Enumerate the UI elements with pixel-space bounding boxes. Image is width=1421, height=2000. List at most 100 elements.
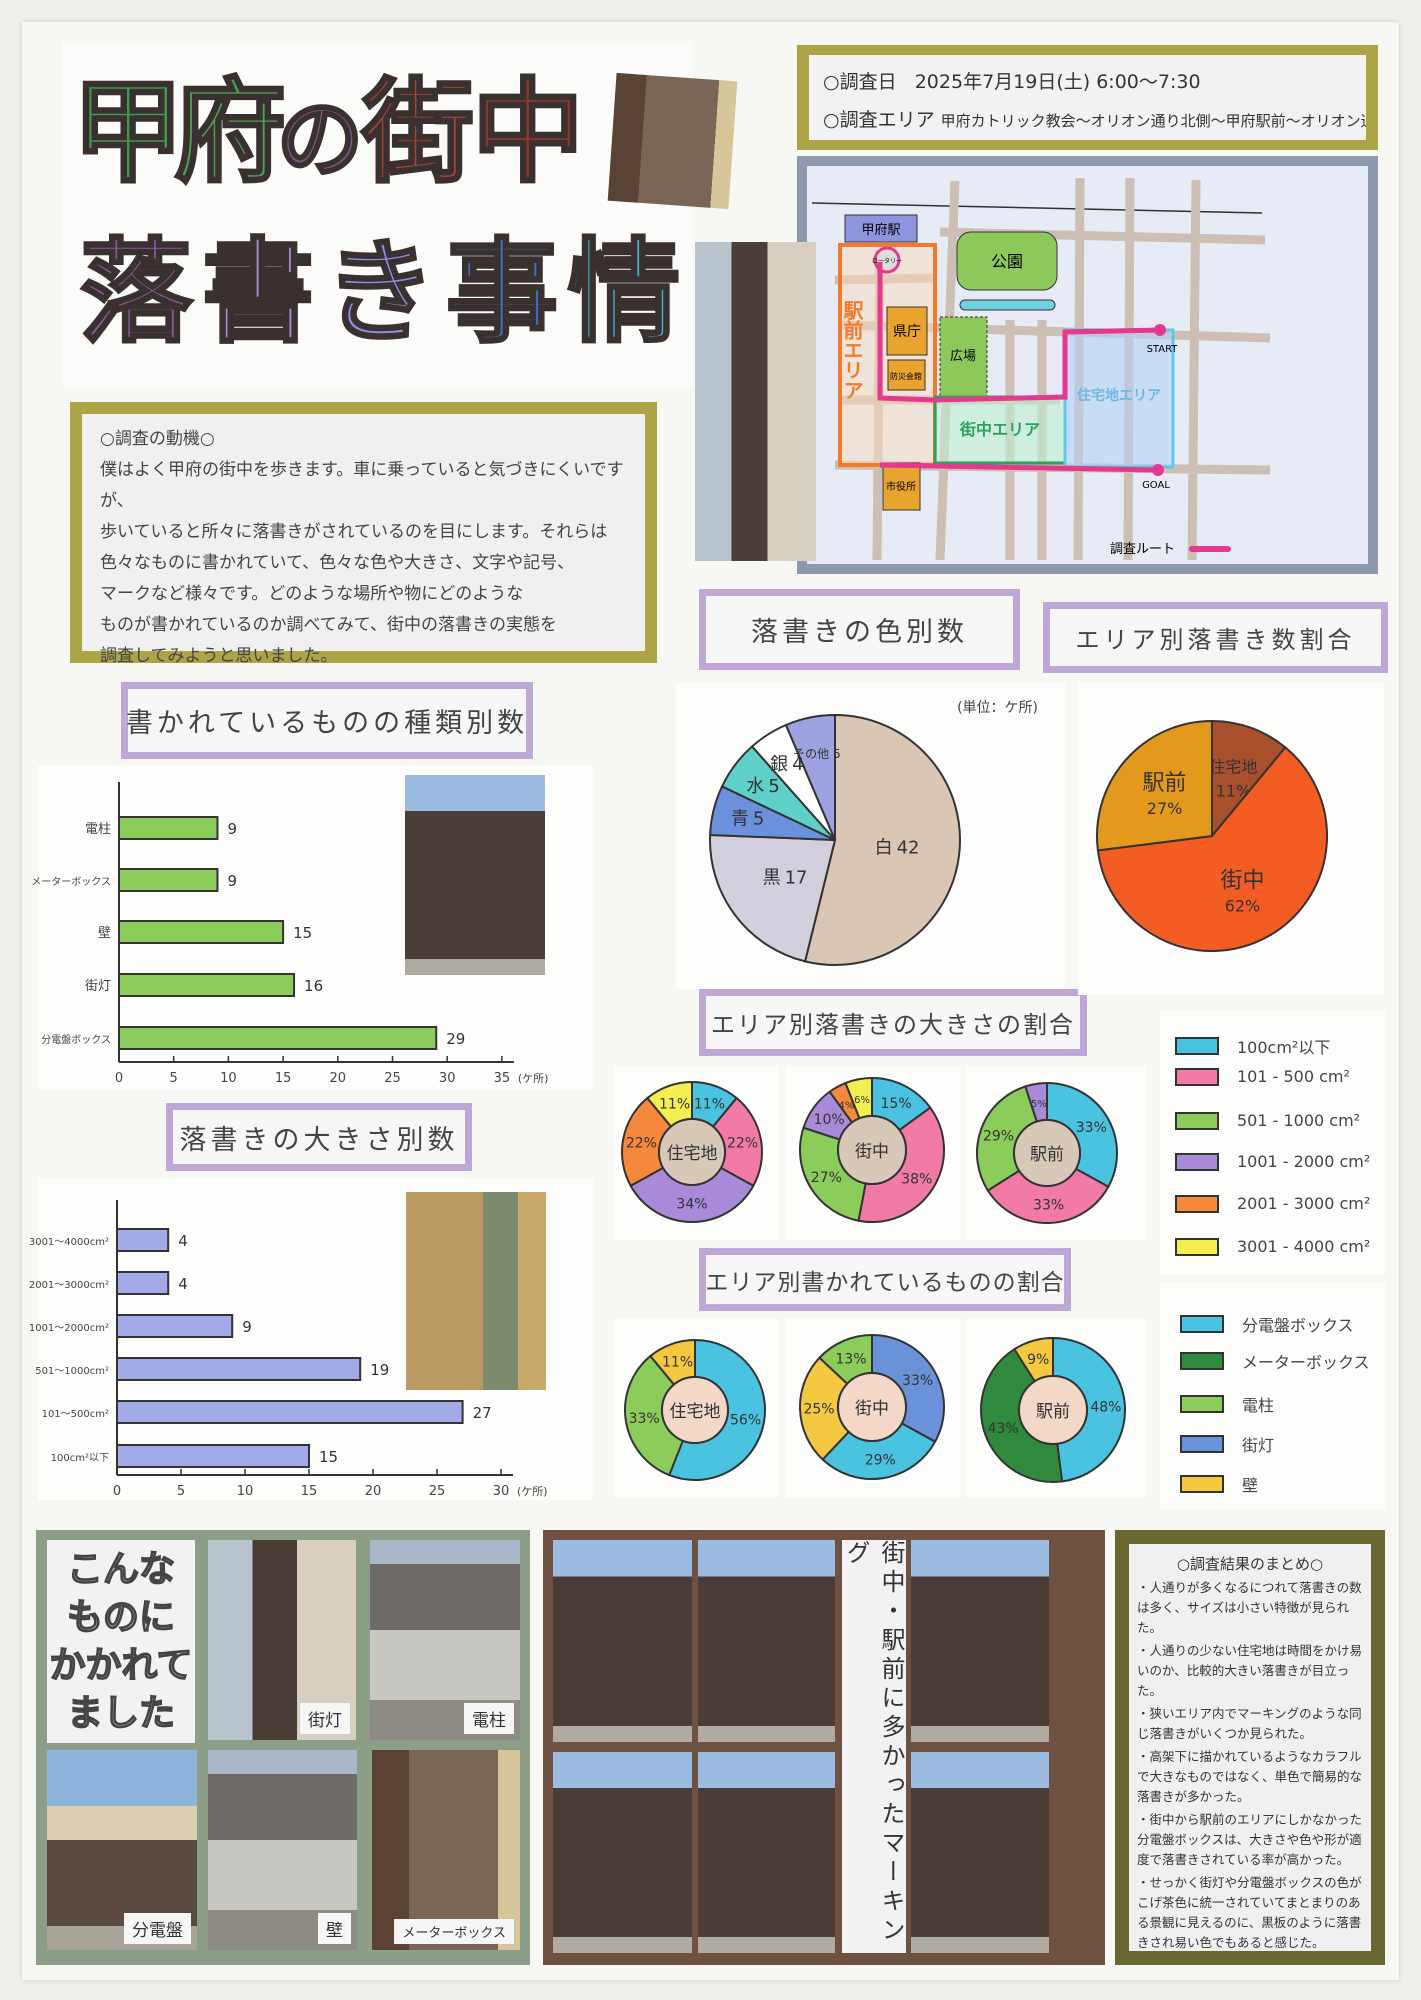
slice-value: 62 <box>1225 896 1245 915</box>
slice-unit: % <box>821 1402 834 1418</box>
legend-swatch <box>1180 1315 1224 1333</box>
slice-value-label: 62% <box>1225 896 1261 915</box>
slice-unit: % <box>920 1373 933 1389</box>
legend-item: 電柱 <box>1180 1392 1274 1416</box>
slice-value: 5 <box>833 747 841 761</box>
bar-category-label: 街灯 <box>85 979 111 994</box>
slice-value: 22 <box>626 1135 644 1151</box>
slice-value: 15 <box>880 1096 898 1112</box>
motive-line: 歩いていると所々に落書きがされているのを目にします。それらは <box>100 522 608 542</box>
title-char: 中 <box>471 68 586 198</box>
map-label-plaza: 広場 <box>950 349 976 364</box>
donut-chart-5: 15%38%27%10%4%6%街中 <box>799 1076 945 1223</box>
legend-swatch <box>1180 1395 1224 1413</box>
photo-label: メーターボックス <box>394 1919 514 1944</box>
slice-value: 22 <box>727 1135 745 1151</box>
slice-unit: % <box>845 1101 855 1112</box>
slice-value-label: 15% <box>880 1096 911 1112</box>
slice-value: 11 <box>662 1355 680 1371</box>
slice-unit: % <box>853 1351 866 1367</box>
slice-value: 4 <box>839 1101 845 1112</box>
photo-meter-box: メーターボックス <box>372 1750 520 1950</box>
slice-value: 29 <box>983 1129 1001 1145</box>
slice-value: 11 <box>659 1097 677 1113</box>
slice-unit: % <box>680 1355 693 1371</box>
x-tick-label: 25 <box>429 1484 446 1499</box>
slice-label: その他 5 <box>793 747 841 761</box>
bar-category-label: 101〜500cm² <box>42 1409 109 1420</box>
slice-value-label: 11% <box>659 1097 690 1113</box>
donut-center-label: 住宅地 <box>667 1144 718 1164</box>
donut-center <box>837 1372 907 1442</box>
x-tick-label: 5 <box>170 1071 178 1086</box>
slice-unit: % <box>1245 896 1260 915</box>
slice-value: 11 <box>694 1097 712 1113</box>
slice-value: 33 <box>629 1411 647 1427</box>
photo-researcher-with-pole <box>695 242 816 561</box>
heading-color-count: 落書きの色別数 <box>699 589 1020 670</box>
legend-swatch <box>1175 1237 1219 1256</box>
slice-value: 5 <box>768 776 779 797</box>
donut-chart-6: 33%33%29%5%駅前 <box>976 1081 1118 1224</box>
legend-label: 2001 - 3000 cm² <box>1237 1194 1371 1213</box>
area-value: 甲府カトリック教会〜オリオン通り北側〜甲府駅前〜オリオン通り南側〜金融資料館 <box>940 112 1366 130</box>
legend-item: 1001 - 2000 cm² <box>1175 1152 1370 1171</box>
slice-unit: % <box>712 1097 725 1113</box>
slice-value-label: 27% <box>1147 799 1183 818</box>
slice-unit: % <box>1001 1129 1014 1145</box>
bar-category-label: 100cm²以下 <box>51 1453 109 1464</box>
title-char: 府 <box>173 68 288 198</box>
legend-label: 1001 - 2000 cm² <box>1237 1152 1371 1171</box>
motive-line: 僕はよく甲府の街中を歩きます。車に乗っていると気づきにくいですが、 <box>100 460 624 511</box>
legend-swatch <box>1180 1352 1224 1370</box>
slice-value-label: 29% <box>865 1452 896 1468</box>
slice-unit: % <box>1108 1400 1121 1416</box>
bar-value-label: 9 <box>242 1318 252 1336</box>
bar <box>116 1314 234 1338</box>
bar <box>118 816 219 840</box>
bar-chart-0: 0 5 10 15 20 25 30 35 (ケ所) 9 電柱 9 メーターボックス 15 壁 16 街灯 29 分… <box>31 782 548 1086</box>
slice-name: 住宅地 <box>1209 757 1257 776</box>
x-tick-label: 20 <box>330 1071 347 1086</box>
summary-item: せっかく街灯や分電盤ボックスの色がこげ茶色に統一されていてまとまりのある景観に見… <box>1137 1873 1363 1953</box>
slice-value: 48 <box>1090 1400 1108 1416</box>
map-label-city-hall: 市役所 <box>886 480 916 493</box>
photo-utility-pole: 電柱 <box>370 1540 520 1740</box>
legend-label: 壁 <box>1242 1476 1259 1495</box>
bar-category-label: 2001〜3000cm² <box>29 1280 109 1291</box>
x-unit-label: (ケ所) <box>517 1485 548 1498</box>
slice-name: 水 <box>746 776 764 797</box>
title-char: 情 <box>567 228 682 358</box>
slice-unit: % <box>745 1135 758 1151</box>
heading-text: エリア別落書きの大きさの割合 <box>706 996 1080 1049</box>
photo-marking <box>553 1540 692 1742</box>
slice-value-label: 38% <box>901 1171 932 1187</box>
photo-marking <box>911 1752 1049 1953</box>
bar-category-label: 電柱 <box>85 822 111 837</box>
bar-value-label: 27 <box>473 1404 492 1422</box>
heading-text: 落書きの色別数 <box>706 596 1013 663</box>
station-building <box>844 214 918 243</box>
slice-unit: % <box>919 1171 932 1187</box>
slice-value-label: 5% <box>1031 1099 1047 1110</box>
donut-center-label: 駅前 <box>1030 1145 1064 1165</box>
bar-category-label: 壁 <box>98 926 111 941</box>
slice-value: 6 <box>854 1095 860 1106</box>
donut-center <box>658 1118 726 1186</box>
heading-text: エリア別書かれているものの割合 <box>705 1255 1064 1304</box>
slice-unit: % <box>831 1112 844 1128</box>
heading-text: エリア別落書き数割合 <box>1050 609 1381 666</box>
slice-unit: % <box>1037 1099 1047 1110</box>
color-pie-unit: (単位：ケ所) <box>957 700 1038 716</box>
donut-chart-7: 56%33%11%住宅地 <box>624 1338 767 1481</box>
map-label-rotary: ロータリー <box>872 257 902 265</box>
map-label-goal: GOAL <box>1142 480 1170 491</box>
donut-center-label: 駅前 <box>1036 1402 1070 1422</box>
slice-value: 9 <box>1027 1352 1036 1368</box>
photo-distribution-board: 分電盤 <box>47 1750 197 1950</box>
map-label-residential: 住宅地エリア <box>1077 387 1161 404</box>
x-tick-label: 30 <box>439 1071 456 1086</box>
poster-title: 甲 府 の 街 中 落 書 き 事 情 <box>62 42 692 387</box>
